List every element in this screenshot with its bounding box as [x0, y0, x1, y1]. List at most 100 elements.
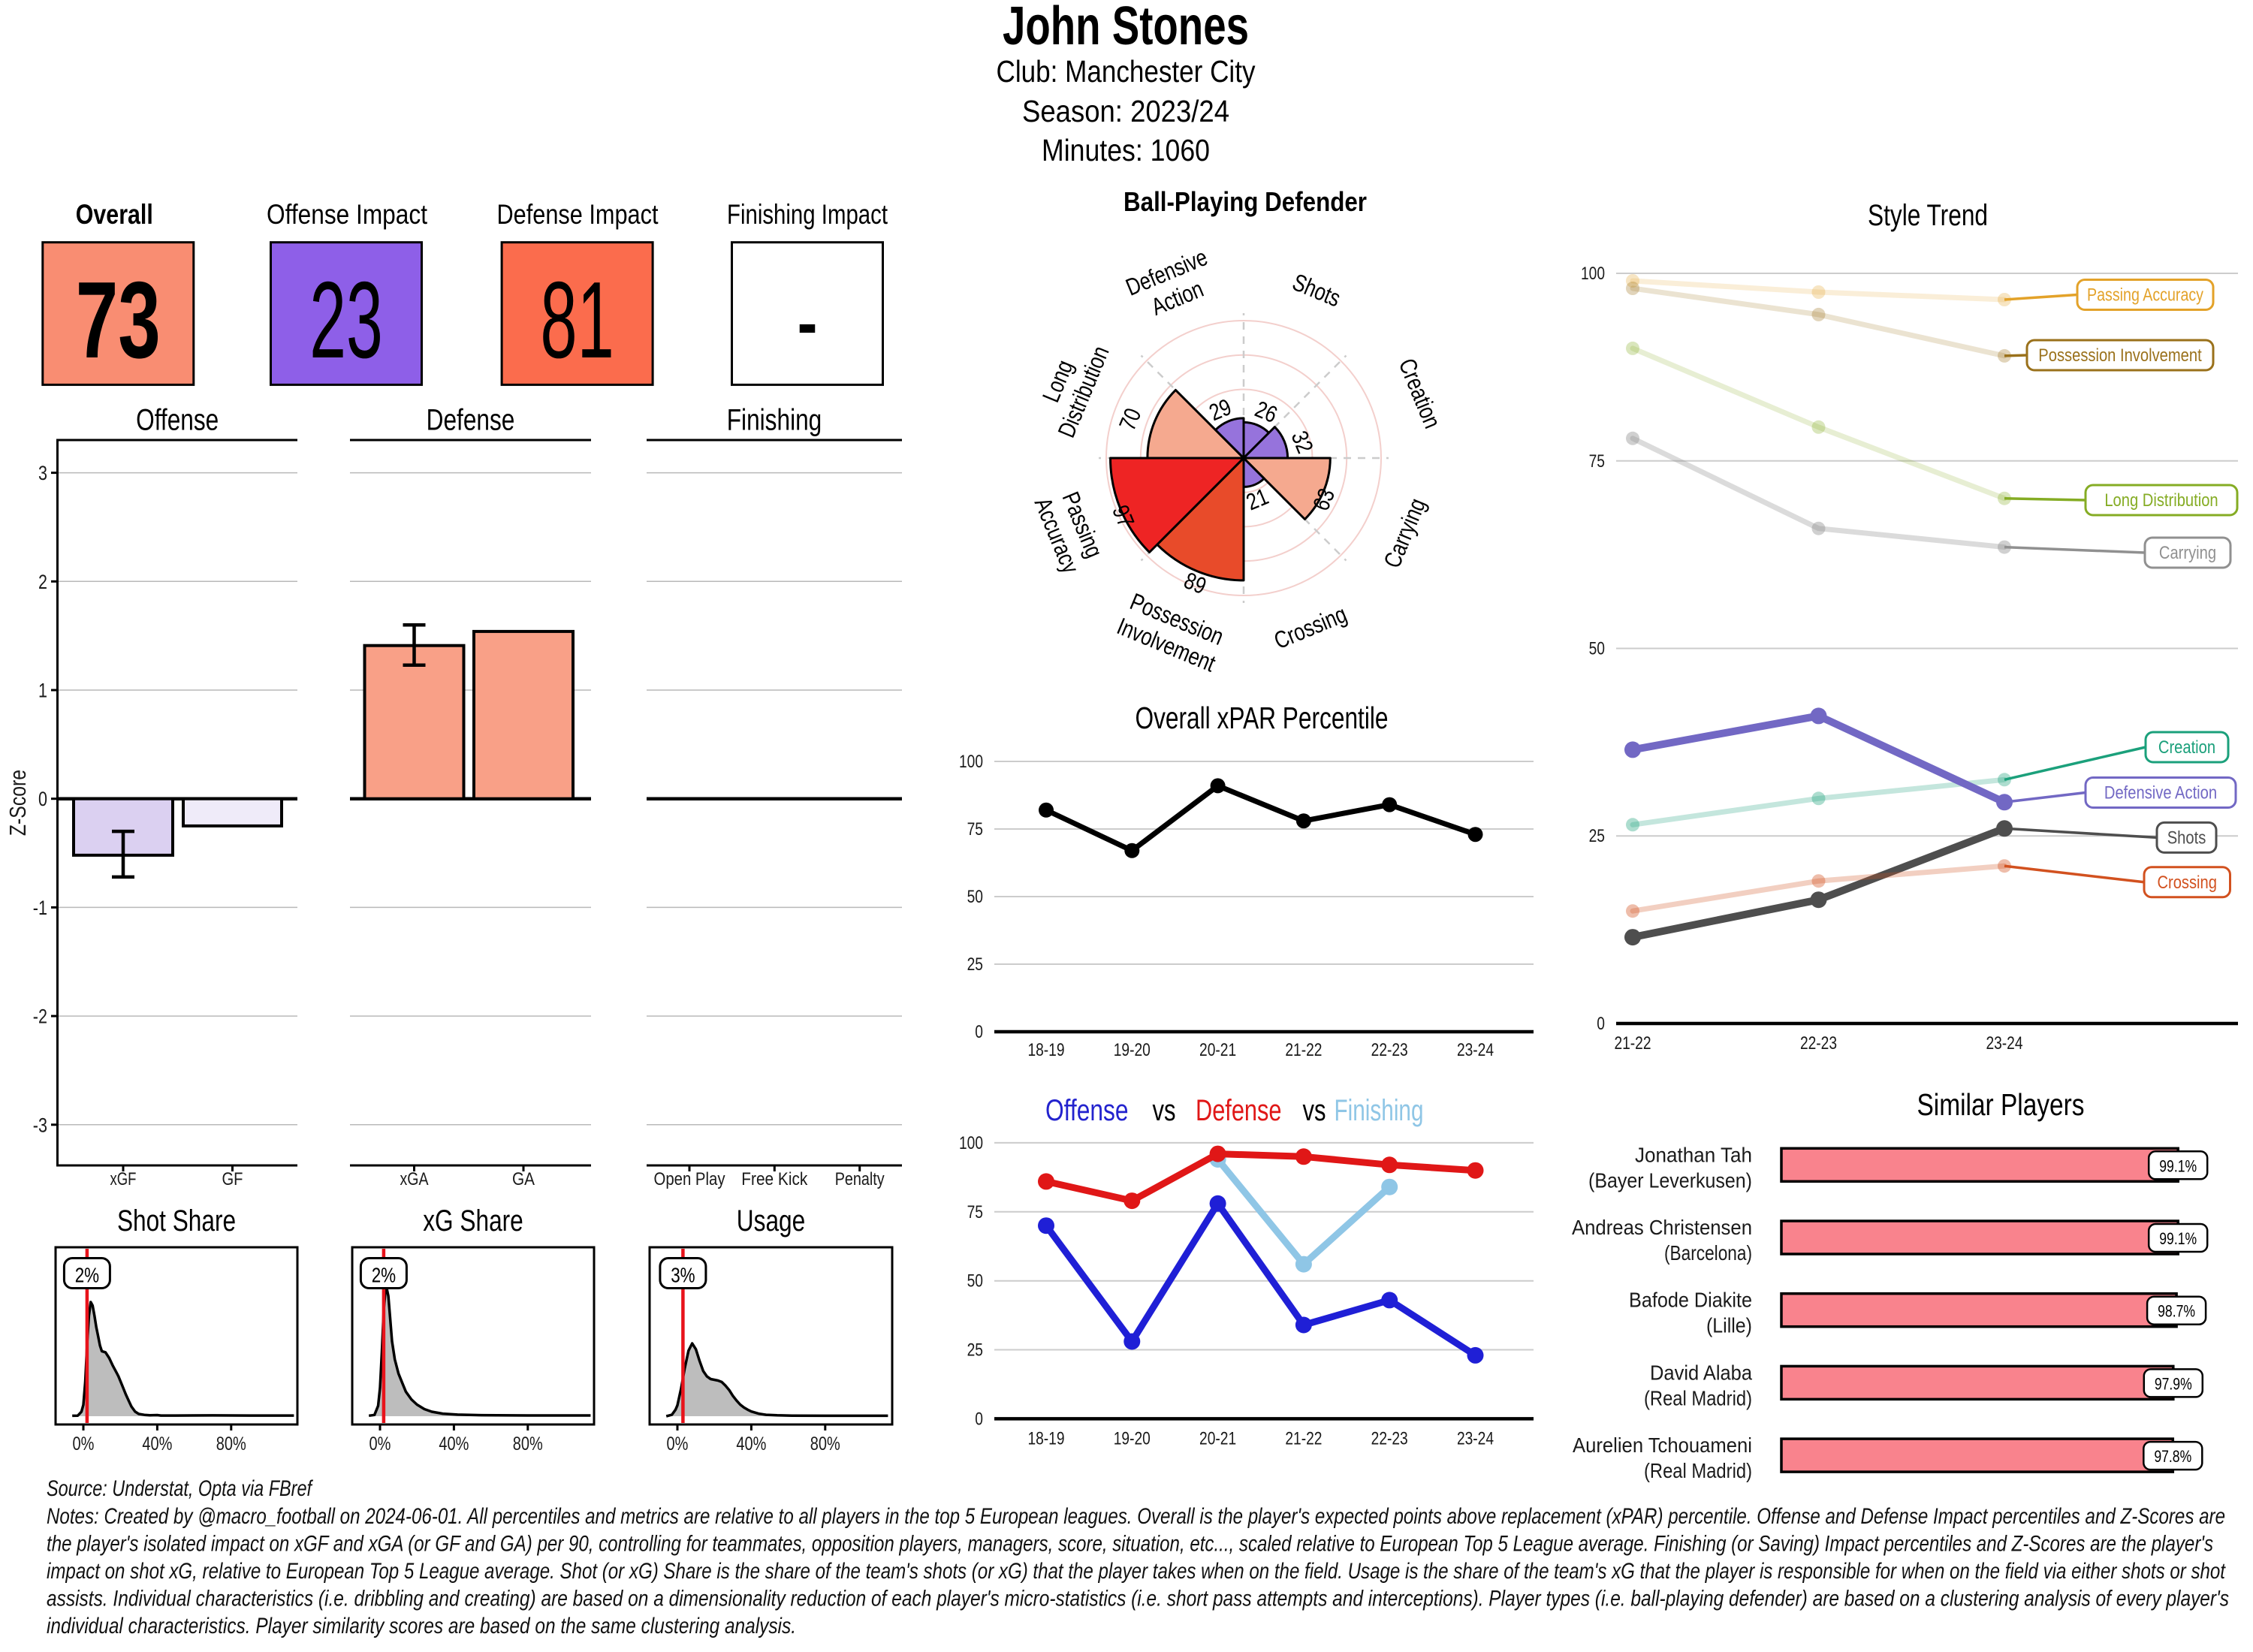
svg-text:25: 25 — [1589, 826, 1605, 846]
svg-text:Defense Impact: Defense Impact — [497, 199, 659, 230]
svg-text:individual characteristics. Pl: individual characteristics. Player simil… — [47, 1614, 796, 1638]
svg-text:0: 0 — [38, 788, 47, 810]
svg-text:100: 100 — [959, 1133, 983, 1153]
svg-text:75: 75 — [1589, 451, 1605, 472]
svg-text:22-23: 22-23 — [1371, 1429, 1408, 1449]
svg-text:19-20: 19-20 — [1114, 1040, 1151, 1060]
svg-text:impact on shot xG, relative to: impact on shot xG, relative to European … — [47, 1559, 2226, 1584]
svg-text:99.1%: 99.1% — [2159, 1229, 2197, 1248]
svg-text:-1: -1 — [33, 897, 47, 919]
svg-text:80%: 80% — [513, 1433, 543, 1455]
svg-text:Z-Score: Z-Score — [5, 770, 31, 836]
svg-text:Usage: Usage — [737, 1204, 805, 1237]
svg-text:xG Share: xG Share — [423, 1204, 523, 1237]
svg-text:Open Play: Open Play — [654, 1169, 725, 1189]
svg-text:xGA: xGA — [400, 1169, 429, 1189]
svg-text:2: 2 — [38, 571, 47, 593]
svg-text:Shots: Shots — [2167, 828, 2206, 848]
svg-text:xGF: xGF — [110, 1169, 137, 1189]
svg-text:Offense Impact: Offense Impact — [267, 199, 428, 230]
svg-text:Overall: Overall — [76, 199, 153, 230]
svg-text:Creation: Creation — [2158, 737, 2215, 758]
svg-text:Crossing: Crossing — [2157, 873, 2217, 893]
svg-text:25: 25 — [967, 954, 983, 975]
svg-text:0: 0 — [975, 1022, 983, 1042]
svg-text:Minutes: 1060: Minutes: 1060 — [1042, 133, 1210, 167]
svg-text:Carrying: Carrying — [2159, 543, 2216, 563]
svg-text:Defensive Action: Defensive Action — [2104, 783, 2217, 803]
svg-text:23-24: 23-24 — [1457, 1040, 1494, 1060]
svg-text:GA: GA — [512, 1169, 535, 1189]
svg-text:1: 1 — [38, 680, 47, 702]
svg-text:50: 50 — [967, 887, 983, 907]
svg-text:18-19: 18-19 — [1027, 1040, 1064, 1060]
svg-text:Free Kick: Free Kick — [741, 1169, 808, 1189]
svg-text:80%: 80% — [216, 1433, 246, 1455]
svg-text:Shot Share: Shot Share — [117, 1204, 236, 1237]
svg-text:0: 0 — [1597, 1014, 1605, 1034]
svg-text:75: 75 — [967, 1202, 983, 1222]
svg-text:20-21: 20-21 — [1199, 1040, 1236, 1060]
svg-text:25: 25 — [967, 1340, 983, 1361]
svg-text:John Stones: John Stones — [1003, 0, 1249, 56]
svg-text:2%: 2% — [372, 1264, 396, 1287]
svg-text:40%: 40% — [142, 1433, 172, 1455]
svg-text:50: 50 — [1589, 639, 1605, 659]
svg-text:18-19: 18-19 — [1027, 1429, 1064, 1449]
svg-text:21-22: 21-22 — [1285, 1040, 1322, 1060]
svg-text:vs: vs — [1303, 1094, 1326, 1127]
svg-text:Possession Involvement: Possession Involvement — [2038, 345, 2202, 366]
svg-text:23-24: 23-24 — [1457, 1429, 1494, 1449]
svg-text:Aurelien Tchouameni: Aurelien Tchouameni — [1573, 1433, 1752, 1457]
svg-text:Overall xPAR Percentile: Overall xPAR Percentile — [1136, 701, 1389, 735]
svg-text:23-24: 23-24 — [1986, 1033, 2022, 1054]
svg-text:97.8%: 97.8% — [2154, 1447, 2191, 1466]
svg-text:Similar Players: Similar Players — [1917, 1087, 2085, 1122]
svg-text:GF: GF — [222, 1169, 243, 1189]
svg-text:Bafode Diakite: Bafode Diakite — [1629, 1289, 1752, 1312]
svg-text:Finishing: Finishing — [1335, 1094, 1424, 1127]
svg-text:Long Distribution: Long Distribution — [2104, 490, 2218, 511]
svg-text:Penalty: Penalty — [835, 1169, 885, 1189]
svg-text:100: 100 — [1581, 264, 1605, 284]
svg-text:Passing Accuracy: Passing Accuracy — [2087, 285, 2203, 306]
svg-text:0%: 0% — [73, 1433, 95, 1455]
svg-text:0%: 0% — [369, 1433, 391, 1455]
svg-text:40%: 40% — [736, 1433, 766, 1455]
svg-text:21-22: 21-22 — [1614, 1033, 1651, 1054]
svg-text:3: 3 — [38, 462, 47, 484]
svg-text:50: 50 — [967, 1271, 983, 1292]
svg-text:-2: -2 — [33, 1005, 47, 1028]
svg-text:(Barcelona): (Barcelona) — [1664, 1241, 1752, 1265]
svg-text:99.1%: 99.1% — [2159, 1156, 2197, 1175]
svg-text:20-21: 20-21 — [1199, 1429, 1236, 1449]
svg-text:(Real Madrid): (Real Madrid) — [1644, 1386, 1752, 1409]
svg-text:Defense: Defense — [1196, 1094, 1282, 1127]
svg-text:22-23: 22-23 — [1371, 1040, 1408, 1060]
svg-text:Ball-Playing Defender: Ball-Playing Defender — [1123, 186, 1367, 217]
svg-text:0%: 0% — [667, 1433, 689, 1455]
svg-text:Jonathan Tah: Jonathan Tah — [1635, 1143, 1752, 1166]
svg-text:23: 23 — [309, 259, 383, 381]
svg-text:(Bayer Leverkusen): (Bayer Leverkusen) — [1588, 1168, 1752, 1192]
svg-text:(Real Madrid): (Real Madrid) — [1644, 1459, 1752, 1482]
svg-text:Offense: Offense — [136, 404, 219, 437]
svg-text:3%: 3% — [671, 1264, 695, 1287]
svg-text:19-20: 19-20 — [1114, 1429, 1151, 1449]
svg-text:the player's isolated impact o: the player's isolated impact on xGF and … — [47, 1532, 2213, 1557]
svg-text:75: 75 — [967, 819, 983, 840]
svg-text:David Alaba: David Alaba — [1650, 1361, 1752, 1384]
svg-text:Finishing Impact: Finishing Impact — [727, 199, 888, 230]
svg-text:Season: 2023/24: Season: 2023/24 — [1022, 94, 1229, 128]
svg-text:80%: 80% — [810, 1433, 840, 1455]
svg-text:97.9%: 97.9% — [2155, 1374, 2192, 1393]
svg-text:(Lille): (Lille) — [1706, 1314, 1752, 1337]
svg-text:Andreas Christensen: Andreas Christensen — [1572, 1216, 1752, 1239]
svg-text:-3: -3 — [33, 1114, 47, 1136]
svg-text:21-22: 21-22 — [1285, 1429, 1322, 1449]
svg-text:81: 81 — [540, 259, 614, 381]
svg-text:-: - — [797, 259, 818, 381]
svg-text:Club: Manchester City: Club: Manchester City — [997, 54, 1256, 89]
svg-text:22-23: 22-23 — [1800, 1033, 1837, 1054]
svg-text:Style Trend: Style Trend — [1868, 199, 1988, 232]
